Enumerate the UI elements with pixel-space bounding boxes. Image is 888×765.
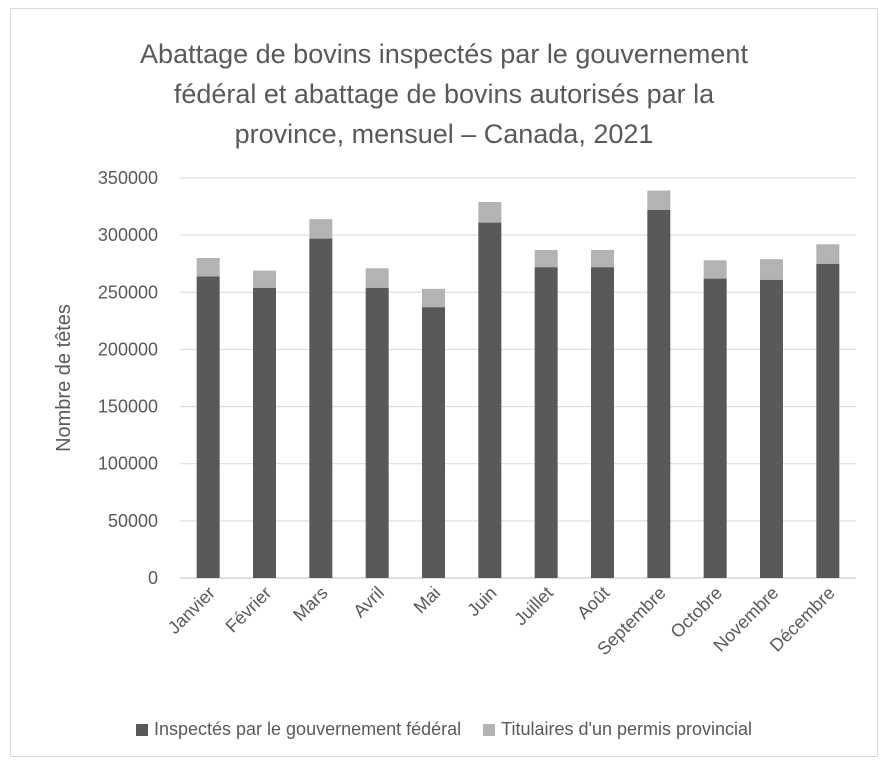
x-tick-label: Mars	[289, 583, 331, 625]
bar-provincial	[309, 219, 333, 239]
chart-title: Abattage de bovins inspectés par le gouv…	[0, 34, 888, 154]
bar-provincial	[760, 259, 783, 280]
y-tick-label: 0	[148, 568, 158, 588]
x-tick-label: Juillet	[510, 583, 557, 630]
bar-federal	[422, 307, 445, 578]
bar-federal	[816, 263, 840, 578]
y-tick-label: 300000	[98, 225, 158, 245]
bar-provincial	[196, 258, 220, 277]
chart-title-line-3: province, mensuel – Canada, 2021	[234, 119, 654, 149]
legend-item-provincial: Titulaires d'un permis provincial	[483, 719, 752, 740]
bar-provincial	[816, 244, 840, 264]
bar-provincial	[703, 260, 727, 279]
x-tick-label: Juin	[463, 583, 500, 620]
bar-provincial	[478, 202, 502, 223]
bar-federal	[478, 222, 502, 579]
chart-title-line-1: Abattage de bovins inspectés par le gouv…	[140, 39, 748, 69]
bar-provincial	[534, 250, 558, 268]
y-tick-label: 250000	[98, 282, 158, 302]
bar-provincial	[647, 190, 671, 210]
y-tick-label: 350000	[98, 168, 158, 188]
y-tick-label: 100000	[98, 454, 158, 474]
y-axis-title: Nombre de têtes	[53, 304, 75, 452]
bar-provincial	[365, 268, 389, 288]
chart-title-line-2: fédéral et abattage de bovins autorisés …	[173, 79, 715, 109]
bar-federal	[760, 279, 783, 578]
chart-legend: Inspectés par le gouvernement fédéral Ti…	[0, 719, 888, 740]
bar-federal	[534, 267, 558, 578]
bar-federal	[591, 267, 614, 578]
legend-label-provincial: Titulaires d'un permis provincial	[501, 719, 753, 739]
y-tick-label: 50000	[108, 511, 158, 531]
bar-provincial	[253, 270, 276, 288]
bar-federal	[253, 287, 276, 578]
bar-provincial	[591, 250, 614, 268]
bar-federal	[309, 238, 333, 579]
bar-federal	[365, 287, 389, 578]
x-tick-label: Janvier	[164, 583, 219, 638]
y-tick-label: 200000	[98, 339, 158, 359]
x-tick-label: Février	[222, 583, 276, 637]
bar-federal	[196, 276, 220, 578]
bar-federal	[703, 278, 727, 578]
x-tick-label: Août	[573, 583, 613, 623]
legend-swatch-provincial	[483, 723, 496, 736]
x-tick-label: Mai	[410, 583, 445, 618]
legend-label-federal: Inspectés par le gouvernement fédéral	[153, 719, 462, 739]
bar-federal	[647, 210, 671, 578]
x-tick-label: Avril	[349, 583, 388, 622]
bar-provincial	[422, 288, 445, 308]
legend-swatch-federal	[135, 723, 148, 736]
legend-item-federal: Inspectés par le gouvernement fédéral	[135, 719, 462, 740]
y-tick-label: 150000	[98, 397, 158, 417]
